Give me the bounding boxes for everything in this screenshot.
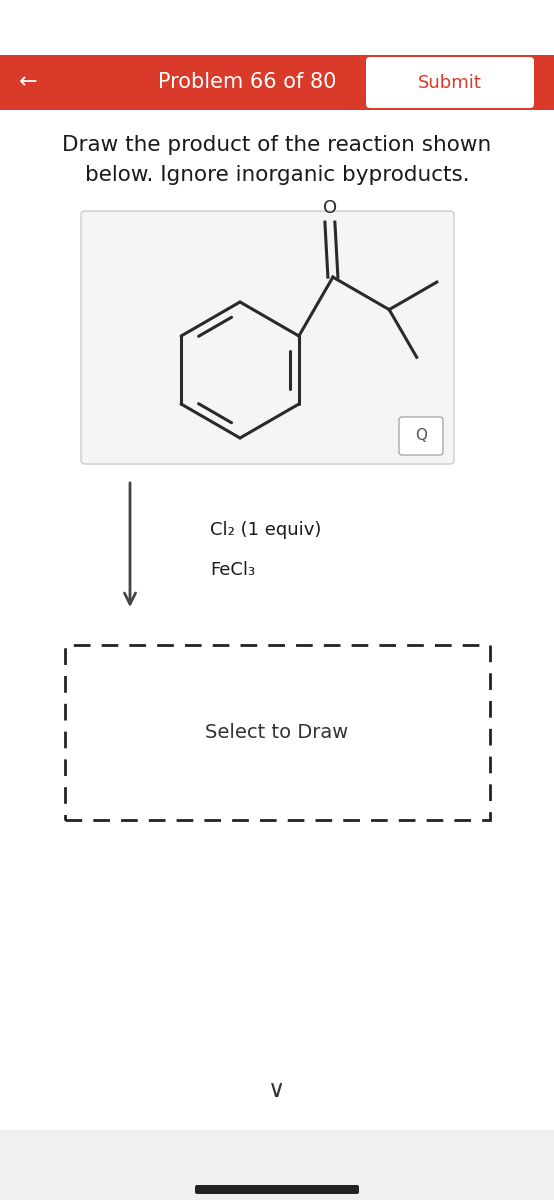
Bar [0,1130,554,1200]
FancyBboxPatch shape [366,56,534,108]
Text: Submit: Submit [418,73,482,91]
Text: Q: Q [415,428,427,444]
Text: O: O [323,199,337,217]
Text: ∨: ∨ [268,1078,286,1102]
Text: Draw the product of the reaction shown: Draw the product of the reaction shown [63,134,491,155]
Text: FeCl₃: FeCl₃ [210,560,255,578]
Text: ←: ← [19,72,37,92]
Text: below. Ignore inorganic byproducts.: below. Ignore inorganic byproducts. [85,164,469,185]
Text: Select to Draw: Select to Draw [206,722,348,742]
FancyBboxPatch shape [81,211,454,464]
FancyBboxPatch shape [399,416,443,455]
Text: Cl₂ (1 equiv): Cl₂ (1 equiv) [210,521,321,539]
FancyBboxPatch shape [195,1186,359,1194]
Bar [0,55,554,110]
Text: Problem 66 of 80: Problem 66 of 80 [158,72,336,92]
